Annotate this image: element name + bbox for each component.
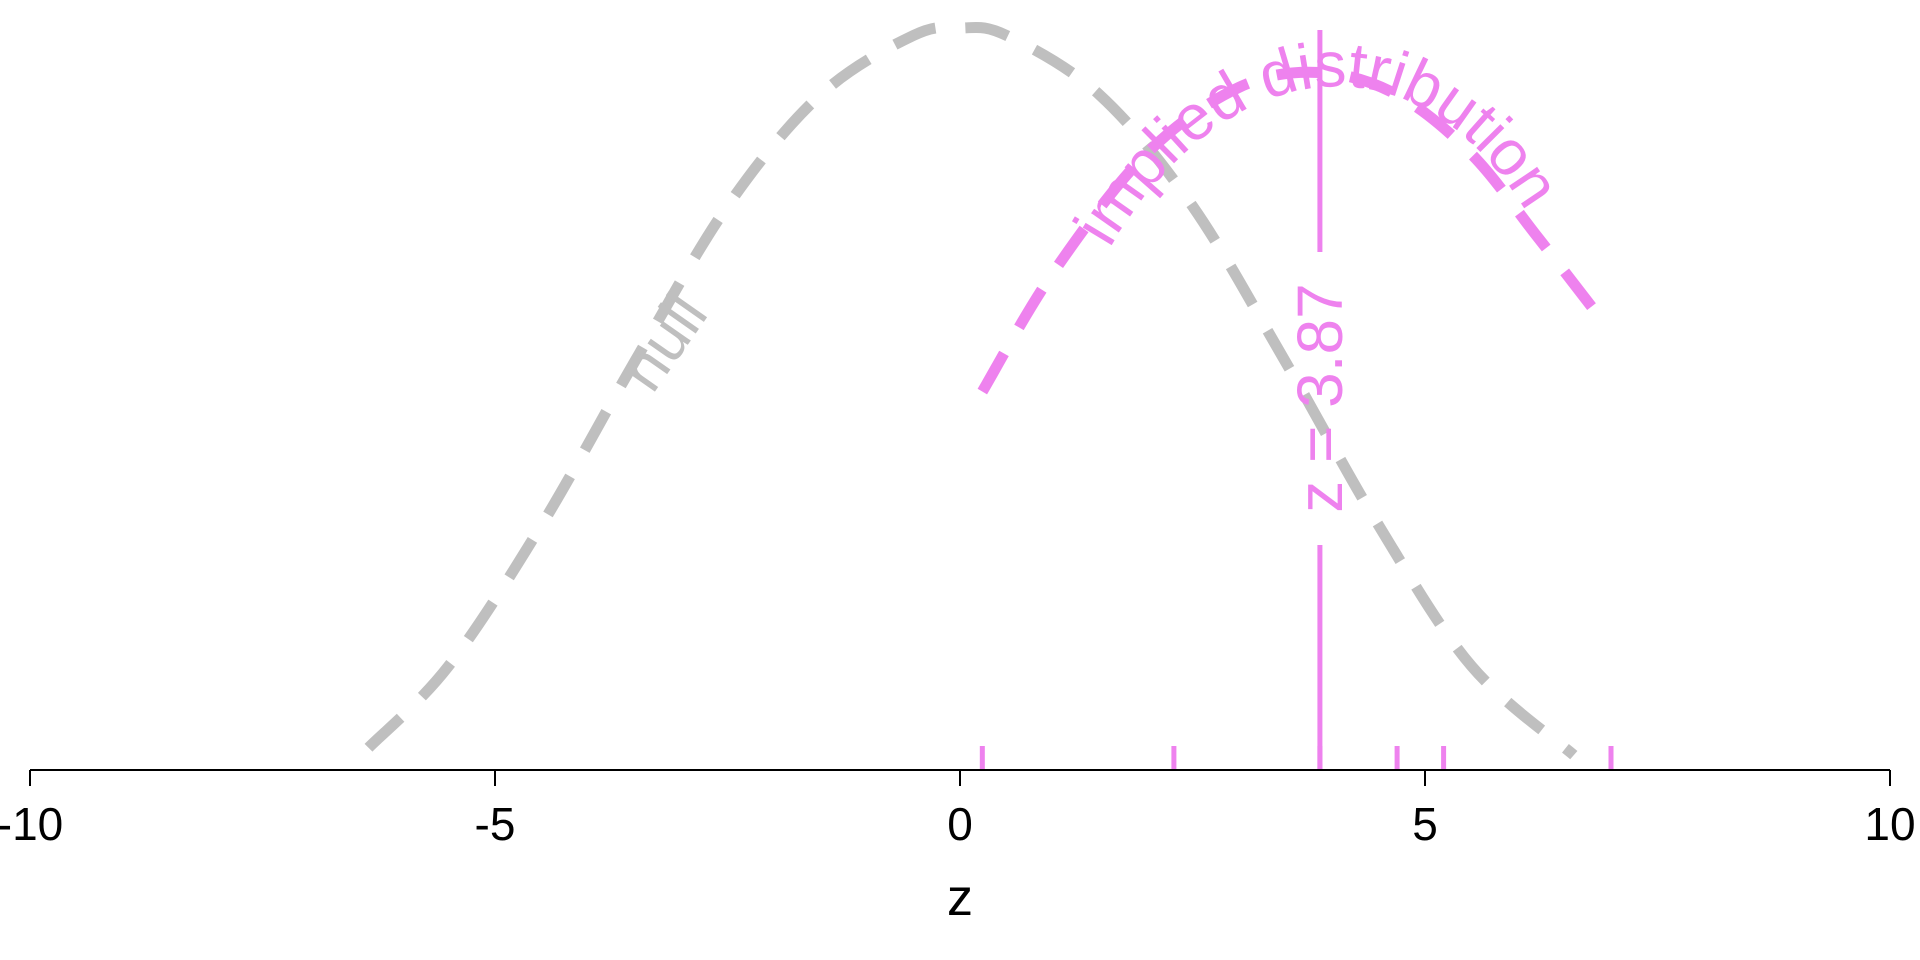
curves-layer	[364, 21, 1605, 760]
x-tick-label: -5	[475, 798, 516, 850]
observed-z-label: z = 3.87	[1284, 283, 1356, 513]
x-tick-label: 0	[947, 798, 973, 850]
implied-curve-label: implied distribution	[1060, 28, 1575, 256]
x-tick-label: -10	[0, 798, 63, 850]
x-axis-label: z	[947, 869, 973, 927]
x-tick-label: 5	[1412, 798, 1438, 850]
series-curve-0	[364, 21, 1578, 760]
implied-curve-label-text: implied distribution	[1060, 28, 1575, 256]
rug-layer	[979, 746, 1614, 770]
series-curve-1	[977, 66, 1605, 395]
x-axis: -10 -5 0 5 10 z	[0, 769, 1916, 927]
x-tick-label: 10	[1864, 798, 1915, 850]
